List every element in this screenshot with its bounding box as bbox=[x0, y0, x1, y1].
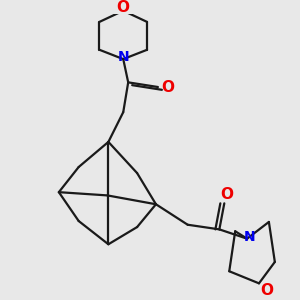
Text: O: O bbox=[161, 80, 174, 94]
Text: O: O bbox=[117, 0, 130, 15]
Text: N: N bbox=[117, 50, 129, 64]
Text: O: O bbox=[220, 187, 233, 202]
Text: O: O bbox=[260, 283, 273, 298]
Text: N: N bbox=[243, 230, 255, 244]
